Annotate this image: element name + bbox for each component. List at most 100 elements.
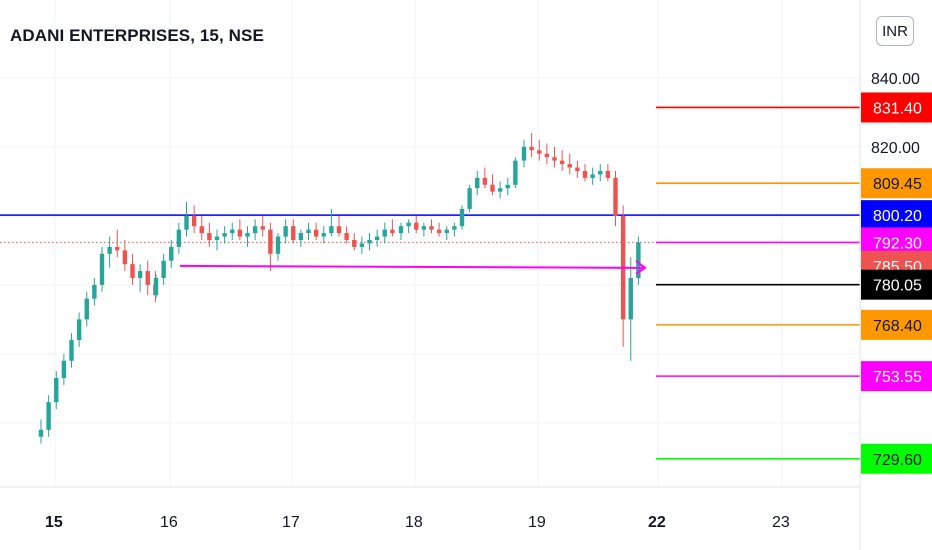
candle — [54, 371, 59, 410]
candle-body — [382, 229, 387, 237]
candle — [61, 353, 67, 385]
candle-body — [613, 177, 618, 216]
candle-body — [467, 188, 472, 209]
candle — [344, 226, 349, 244]
candle-body — [69, 340, 74, 361]
candle — [115, 229, 120, 258]
candle-body — [61, 360, 67, 379]
trend-arrow-line — [179, 264, 644, 269]
candle — [452, 222, 457, 237]
price-tag-label: 792.30 — [873, 235, 922, 252]
candle — [620, 205, 626, 347]
candle-body — [214, 236, 220, 240]
chart-title: ADANI ENTERPRISES, 15, NSE — [10, 26, 264, 45]
candle-body — [336, 226, 342, 234]
candle — [444, 226, 449, 240]
candle — [153, 274, 159, 299]
candle — [122, 239, 128, 272]
candle-body — [513, 160, 518, 185]
candle-body — [374, 236, 380, 240]
candle — [374, 229, 380, 247]
candle-body — [291, 226, 296, 240]
candle-body — [529, 146, 534, 151]
candle — [107, 236, 112, 268]
x-tick-label: 16 — [160, 514, 178, 531]
price-tag-label: 831.40 — [873, 100, 922, 117]
price-tag-bg — [861, 443, 932, 474]
currency-button[interactable]: INR — [876, 16, 914, 46]
candle — [199, 215, 204, 240]
candle — [590, 167, 595, 185]
candle-body — [567, 164, 572, 168]
candle-body — [505, 184, 510, 189]
candle-body — [306, 229, 311, 234]
candle — [230, 222, 235, 240]
x-tick-label: 17 — [282, 514, 300, 531]
candle — [467, 184, 472, 213]
x-tick-label: 22 — [648, 514, 666, 531]
price-tag: 768.40 — [861, 309, 932, 340]
candle-body — [636, 242, 641, 278]
candle — [252, 219, 258, 240]
candle-body — [92, 284, 97, 299]
candle-body — [352, 239, 357, 247]
candle — [176, 222, 182, 254]
candle — [46, 395, 51, 437]
price-tag-bg — [861, 200, 932, 231]
candle-body — [176, 229, 182, 247]
candle — [313, 222, 319, 240]
price-tag: 753.55 — [861, 361, 932, 392]
candle-body — [252, 226, 258, 234]
candle-body — [130, 264, 135, 278]
x-tick-label: 15 — [45, 514, 63, 531]
price-tag: 800.20 — [861, 200, 932, 231]
candle-body — [398, 226, 404, 234]
candle — [298, 229, 304, 247]
candle-body — [429, 226, 434, 230]
candle — [421, 222, 427, 237]
candle — [490, 174, 495, 196]
candle-body — [145, 271, 150, 285]
price-tag: 831.40 — [861, 92, 932, 123]
candle-body — [169, 246, 174, 261]
candle-body — [359, 243, 365, 247]
x-tick-label: 23 — [772, 514, 790, 531]
candle-body — [414, 222, 419, 230]
candle — [475, 170, 480, 196]
candle — [99, 246, 105, 292]
candle — [336, 215, 342, 237]
x-tick-label: 18 — [405, 514, 423, 531]
candle-body — [490, 184, 495, 192]
price-tag-bg — [861, 361, 932, 392]
candle — [84, 291, 89, 327]
candle-body — [406, 222, 411, 227]
price-tag: 780.05 — [861, 269, 932, 300]
candle — [497, 181, 503, 199]
candle-body — [122, 250, 128, 265]
candle-body — [107, 246, 112, 254]
candle — [92, 277, 97, 306]
candle-body — [452, 226, 457, 230]
trend-arrow-head — [635, 260, 647, 275]
candle-body — [590, 174, 595, 178]
candle-body — [222, 233, 227, 237]
price-tag-bg — [861, 168, 932, 199]
candle-body — [575, 167, 580, 171]
candle — [459, 205, 465, 230]
candle — [559, 150, 565, 171]
candle — [552, 146, 557, 168]
candle — [283, 219, 288, 244]
candle-body — [390, 229, 395, 234]
candle — [429, 219, 434, 234]
candle-body — [199, 226, 204, 234]
candle — [482, 167, 488, 189]
candle — [513, 157, 518, 189]
candle-body — [245, 233, 250, 237]
candle — [169, 239, 174, 268]
candle — [38, 419, 44, 444]
candle — [398, 222, 404, 240]
candle — [260, 215, 265, 237]
candle-body — [275, 236, 281, 254]
candle-body — [283, 226, 288, 237]
